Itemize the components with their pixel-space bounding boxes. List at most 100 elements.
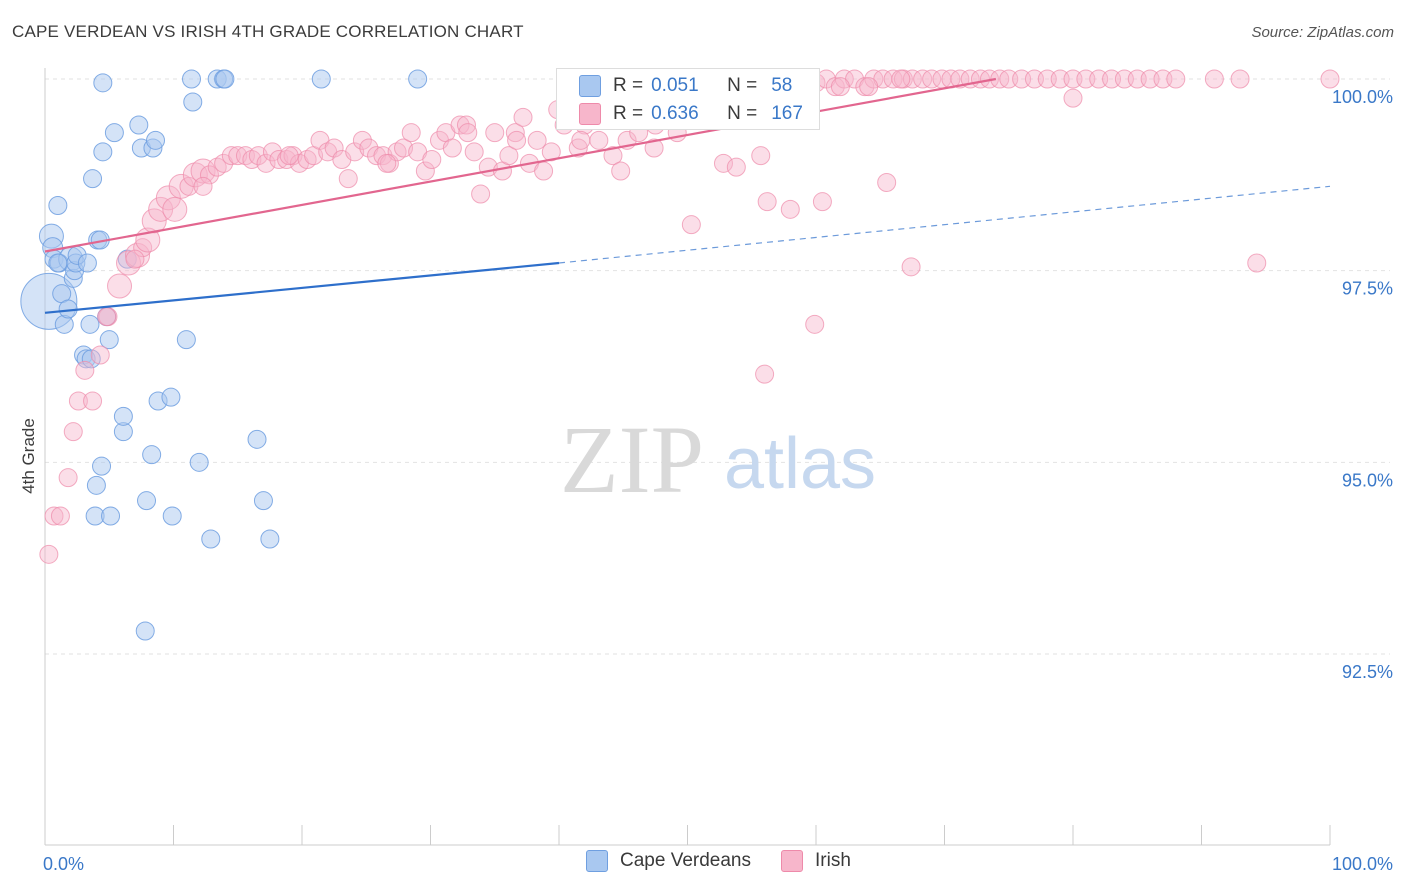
legend-r-label: R = [613,75,644,96]
data-point-irish [1320,69,1340,89]
data-point-cape-verdeans [99,330,119,350]
data-point-irish [891,69,911,89]
data-point-cape-verdeans [142,445,162,465]
data-point-irish [464,142,484,162]
data-point-irish [190,158,216,184]
data-point-irish [63,422,83,442]
data-point-cape-verdeans [162,506,182,526]
data-point-irish [805,314,825,334]
legend-r-value: 0.636 [651,103,699,124]
data-point-irish [757,192,777,212]
data-point-irish [1063,88,1083,108]
data-point-cape-verdeans [253,491,273,511]
data-point-cape-verdeans [183,92,203,112]
data-point-cape-verdeans [80,314,100,334]
data-point-irish [644,138,664,158]
legend-n-label: N = [727,103,758,124]
data-point-cape-verdeans [247,429,267,449]
legend-row-cape-verdeans: R = 0.051 N = 58 [579,73,793,99]
trend-line-cape-verdeans [44,261,560,314]
data-point-irish [97,307,117,327]
data-point-irish [415,161,435,181]
legend-row-irish: R = 0.636 N = 167 [579,101,803,127]
data-point-irish [568,138,588,158]
watermark-zip: ZIP [560,406,704,513]
watermark-atlas: atlas [724,424,876,504]
data-point-irish [485,123,505,143]
data-point-irish [279,146,299,166]
legend-r-label: R = [613,103,644,124]
data-point-irish [199,165,219,185]
data-point-irish [726,157,746,177]
legend-item-irish[interactable]: Irish [781,850,851,872]
series-legend: Cape Verdeans Irish [586,850,881,872]
data-point-irish [221,146,241,166]
data-point-irish [68,391,88,411]
data-point-irish [507,130,527,150]
data-point-irish [228,146,248,166]
data-point-irish [456,115,476,135]
data-point-irish [50,506,70,526]
data-point-irish [162,196,188,222]
data-point-irish [90,345,110,365]
data-point-irish [58,468,78,488]
data-point-cape-verdeans [104,123,124,143]
data-point-irish [571,130,591,150]
data-point-cape-verdeans [93,73,113,93]
legend-n-value: 58 [771,75,793,96]
y-tick-label: 92.5% [1342,662,1393,682]
trend-line-cape-verdeans-extension [558,185,1331,264]
chart-title: CAPE VERDEAN VS IRISH 4TH GRADE CORRELAT… [12,22,524,41]
data-point-cape-verdeans [92,456,112,476]
data-point-irish [125,249,145,269]
data-point-irish [812,192,832,212]
data-point-irish [751,146,771,166]
data-point-irish [859,77,879,97]
legend-r-value: 0.051 [651,75,699,96]
data-point-irish [44,506,64,526]
data-point-cape-verdeans [137,491,157,511]
data-point-irish [248,146,268,166]
data-point-cape-verdeans [86,475,106,495]
data-point-irish [442,138,462,158]
data-point-irish [269,150,289,169]
data-point-cape-verdeans [93,142,113,162]
data-point-cape-verdeans [77,253,97,273]
y-tick-label: 95.0% [1342,470,1393,490]
data-point-irish [681,215,701,235]
data-point-irish [324,138,344,158]
data-point-irish [527,130,547,150]
legend-swatch-pink [579,103,601,125]
data-point-irish [345,142,365,162]
legend-label: Irish [815,850,851,871]
y-tick-label: 97.5% [1342,279,1393,299]
data-point-cape-verdeans [83,169,103,189]
y-tick-label: 100.0% [1332,87,1393,107]
data-point-irish [107,273,133,299]
trend-lines [44,77,1331,314]
data-point-cape-verdeans [181,69,201,89]
data-point-irish [39,544,59,564]
data-point-irish [901,257,921,277]
data-point-irish [193,176,213,196]
axes [44,68,1331,846]
data-point-irish [979,69,999,89]
x-tick-label: 100.0% [1332,854,1393,874]
legend-swatch-blue [579,75,601,97]
data-point-irish [401,123,421,143]
data-point-irish [902,69,922,89]
data-point-cape-verdeans [408,69,428,89]
legend-item-cape-verdeans[interactable]: Cape Verdeans [586,850,751,872]
data-point-cape-verdeans [101,506,121,526]
data-point-irish [75,360,95,380]
data-point-irish [922,69,942,89]
data-point-irish [377,153,397,173]
data-point-cape-verdeans [176,330,196,350]
data-point-irish [589,130,609,150]
data-point-irish [755,364,775,384]
series-cape-verdeans [20,69,428,641]
data-point-irish [182,162,208,188]
data-point-cape-verdeans [48,196,68,215]
data-point-irish [883,69,903,89]
